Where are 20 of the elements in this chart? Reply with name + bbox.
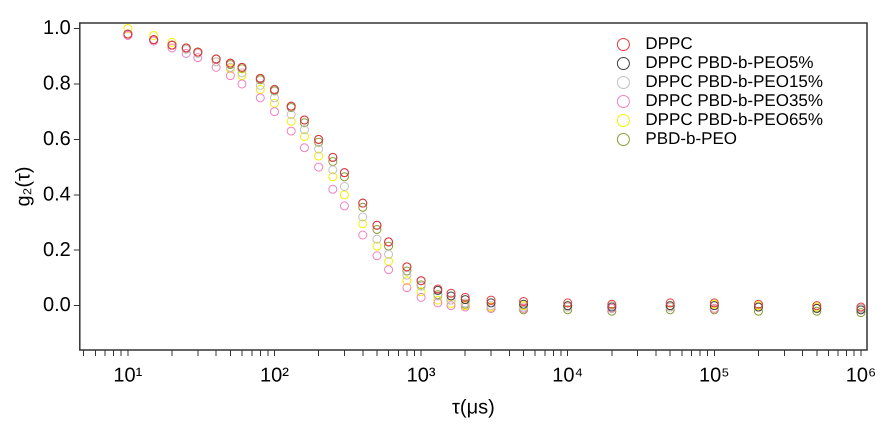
y-tick-label: 0.2: [42, 238, 71, 261]
y-tick-label: 0.6: [42, 128, 71, 150]
legend-label: DPPC PBD-b-PEO15%: [645, 72, 824, 92]
legend-label: DPPC PBD-b-PEO65%: [645, 110, 824, 130]
x-tick-label: 10³: [406, 364, 436, 387]
x-tick-label: 10¹: [113, 364, 143, 387]
y-tick-label: 0.8: [42, 72, 71, 94]
legend-label: PBD-b-PEO: [645, 129, 738, 148]
x-tick-label: 10⁵: [699, 364, 730, 387]
y-tick-label: 0.4: [42, 183, 71, 206]
x-axis-title: τ(μs): [452, 396, 495, 419]
y-tick-label: 0.0: [42, 294, 71, 316]
x-tick-label: 10⁶: [846, 364, 876, 387]
legend-label: DPPC PBD-b-PEO5%: [645, 53, 814, 72]
legend-label: DPPC: [645, 34, 693, 54]
legend-label: DPPC PBD-b-PEO35%: [645, 91, 824, 110]
y-tick-label: 1.0: [42, 17, 71, 40]
y-axis-title: g₂(τ): [12, 166, 35, 207]
x-tick-label: 10⁴: [552, 364, 584, 387]
x-tick-label: 10²: [260, 364, 290, 387]
